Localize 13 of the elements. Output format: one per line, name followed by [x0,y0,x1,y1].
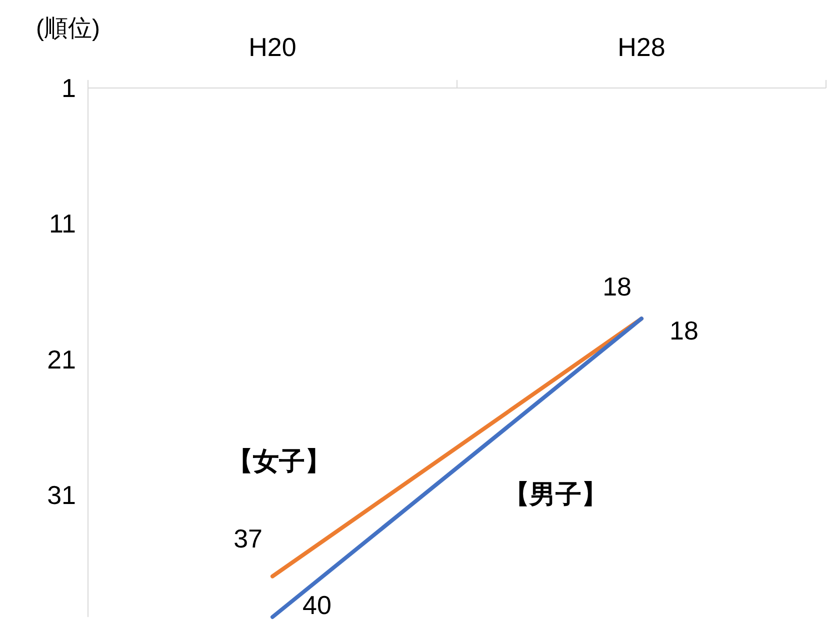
data-label: 37 [234,523,262,554]
y-tick-label: 31 [47,480,76,510]
data-label: 18 [670,316,698,346]
y-axis-title: (順位) [36,15,100,42]
y-tick-label: 1 [62,73,76,103]
data-label: 40 [302,590,332,620]
series-label: 【女子】 [226,446,331,476]
y-tick-label: 11 [49,208,76,239]
series-label: 【男子】 [503,478,608,509]
x-tick-label: H28 [618,32,666,62]
data-label: 18 [602,272,632,302]
y-tick-label: 21 [47,344,76,374]
x-tick-label: H20 [248,32,296,62]
